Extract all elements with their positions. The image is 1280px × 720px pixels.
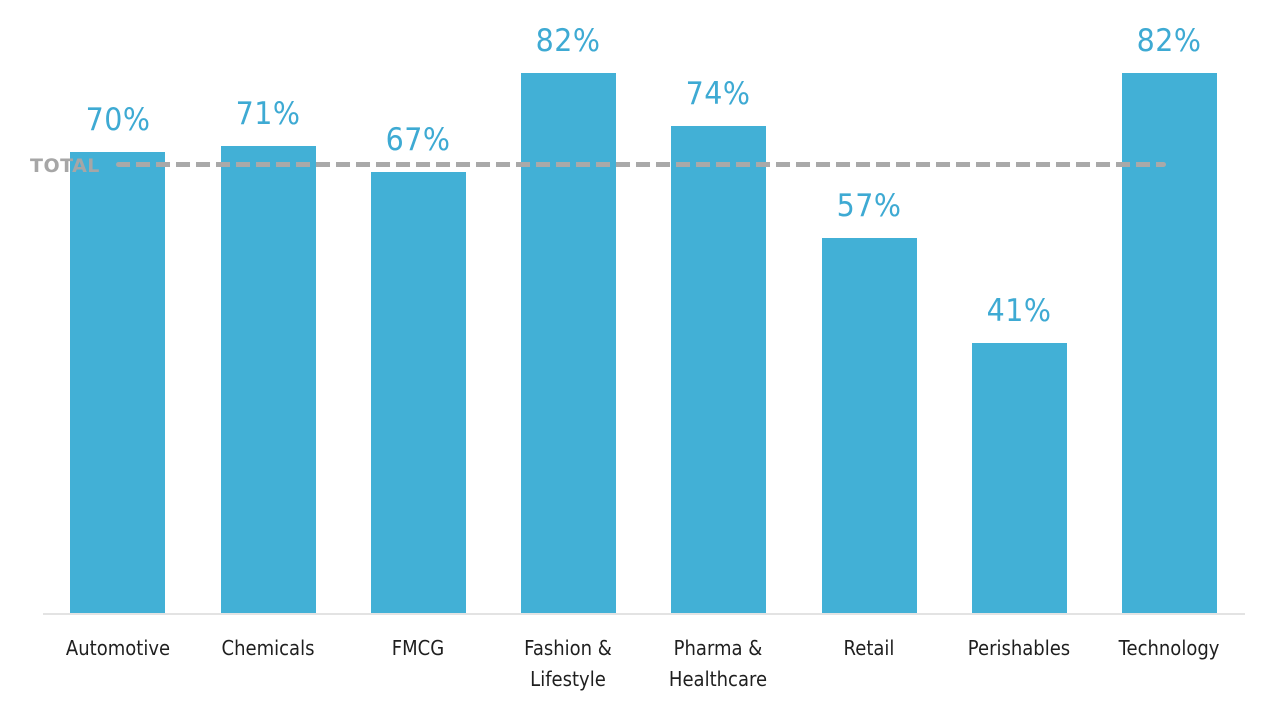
bar-technology	[1122, 73, 1217, 613]
bar-fashion-lifestyle	[521, 73, 616, 613]
category-label-retail: Retail	[843, 636, 895, 660]
bar-retail	[822, 238, 917, 613]
bar-chemicals	[221, 146, 316, 613]
category-label-fmcg: FMCG	[391, 636, 445, 660]
value-label-fmcg: 67%	[385, 122, 451, 158]
total-reference-label: TOTAL	[30, 155, 100, 177]
value-label-retail: 57%	[836, 188, 902, 224]
category-label-pharma-healthcare: Pharma & Healthcare	[668, 636, 768, 691]
category-label-automotive: Automotive	[65, 636, 171, 660]
value-label-fashion-lifestyle: 82%	[535, 23, 601, 59]
category-label-technology: Technology	[1118, 636, 1220, 660]
bar-pharma-healthcare	[671, 126, 766, 613]
value-label-automotive: 70%	[85, 102, 151, 138]
total-reference-line	[116, 162, 1166, 167]
category-label-chemicals: Chemicals	[221, 636, 315, 660]
category-label-fashion-lifestyle: Fashion & Lifestyle	[524, 636, 612, 691]
bar-perishables	[972, 343, 1067, 613]
value-label-technology: 82%	[1136, 23, 1202, 59]
x-axis-line	[43, 613, 1245, 615]
bar-automotive	[70, 152, 165, 613]
category-label-perishables: Perishables	[967, 636, 1071, 660]
bar-fmcg	[371, 172, 466, 613]
value-label-perishables: 41%	[986, 293, 1052, 329]
value-label-chemicals: 71%	[235, 96, 301, 132]
value-label-pharma-healthcare: 74%	[685, 76, 751, 112]
